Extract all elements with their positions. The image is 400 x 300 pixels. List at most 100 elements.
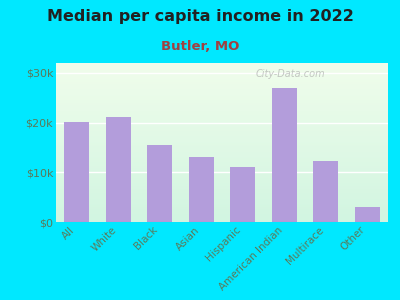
Bar: [56, 112, 388, 113]
Bar: [56, 110, 388, 111]
Bar: [56, 85, 388, 86]
Bar: [56, 196, 388, 197]
Bar: [56, 186, 388, 187]
Bar: [56, 86, 388, 87]
Bar: [230, 167, 255, 222]
Bar: [56, 184, 388, 185]
Bar: [56, 76, 388, 77]
Bar: [56, 203, 388, 204]
Bar: [56, 89, 388, 90]
Bar: [56, 220, 388, 221]
Bar: [56, 170, 388, 171]
Bar: [56, 65, 388, 66]
Bar: [147, 145, 172, 222]
Bar: [56, 165, 388, 166]
Text: City-Data.com: City-Data.com: [255, 69, 325, 80]
Bar: [56, 102, 388, 103]
Bar: [56, 74, 388, 75]
Bar: [56, 172, 388, 173]
Bar: [56, 145, 388, 146]
Bar: [56, 176, 388, 177]
Bar: [56, 95, 388, 96]
Bar: [56, 221, 388, 222]
Bar: [56, 96, 388, 97]
Bar: [56, 204, 388, 205]
Bar: [56, 99, 388, 100]
Bar: [56, 149, 388, 150]
Bar: [56, 140, 388, 141]
Bar: [56, 210, 388, 211]
Bar: [56, 117, 388, 118]
Bar: [56, 175, 388, 176]
Bar: [56, 190, 388, 191]
Bar: [56, 160, 388, 161]
Bar: [56, 195, 388, 196]
Bar: [56, 162, 388, 163]
Bar: [56, 200, 388, 201]
Bar: [56, 132, 388, 133]
Bar: [56, 147, 388, 148]
Bar: [56, 213, 388, 214]
Bar: [56, 98, 388, 99]
Bar: [56, 77, 388, 78]
Bar: [56, 192, 388, 193]
Bar: [56, 120, 388, 121]
Bar: [56, 66, 388, 67]
Bar: [56, 143, 388, 144]
Bar: [56, 171, 388, 172]
Bar: [56, 69, 388, 70]
Bar: [56, 199, 388, 200]
Bar: [56, 178, 388, 179]
Bar: [56, 212, 388, 213]
Bar: [56, 157, 388, 158]
Bar: [56, 87, 388, 88]
Bar: [56, 173, 388, 174]
Bar: [56, 83, 388, 84]
Bar: [56, 90, 388, 91]
Bar: [56, 187, 388, 188]
Bar: [56, 78, 388, 79]
Bar: [56, 202, 388, 203]
Bar: [56, 113, 388, 114]
Bar: [56, 101, 388, 102]
Bar: [56, 174, 388, 175]
Bar: [56, 193, 388, 194]
Bar: [56, 218, 388, 219]
Bar: [56, 79, 388, 80]
Text: Median per capita income in 2022: Median per capita income in 2022: [46, 9, 354, 24]
Bar: [56, 82, 388, 83]
Bar: [56, 70, 388, 71]
Bar: [56, 207, 388, 208]
Bar: [56, 114, 388, 115]
Bar: [56, 148, 388, 149]
Bar: [56, 134, 388, 135]
Bar: [56, 100, 388, 101]
Bar: [56, 159, 388, 160]
Bar: [56, 189, 388, 190]
Bar: [56, 188, 388, 189]
Bar: [56, 156, 388, 157]
Bar: [56, 211, 388, 212]
Bar: [56, 109, 388, 110]
Bar: [56, 71, 388, 72]
Bar: [56, 67, 388, 68]
Bar: [56, 103, 388, 104]
Bar: [56, 201, 388, 202]
Bar: [355, 207, 380, 222]
Bar: [56, 216, 388, 217]
Bar: [56, 100, 388, 101]
Bar: [56, 169, 388, 170]
Bar: [56, 116, 388, 117]
Bar: [56, 125, 388, 126]
Bar: [56, 123, 388, 124]
Bar: [56, 198, 388, 199]
Bar: [56, 179, 388, 180]
Bar: [56, 206, 388, 207]
Bar: [56, 73, 388, 74]
Bar: [56, 154, 388, 155]
Bar: [56, 128, 388, 129]
Bar: [272, 88, 297, 222]
Bar: [56, 155, 388, 156]
Bar: [56, 180, 388, 181]
Bar: [56, 197, 388, 198]
